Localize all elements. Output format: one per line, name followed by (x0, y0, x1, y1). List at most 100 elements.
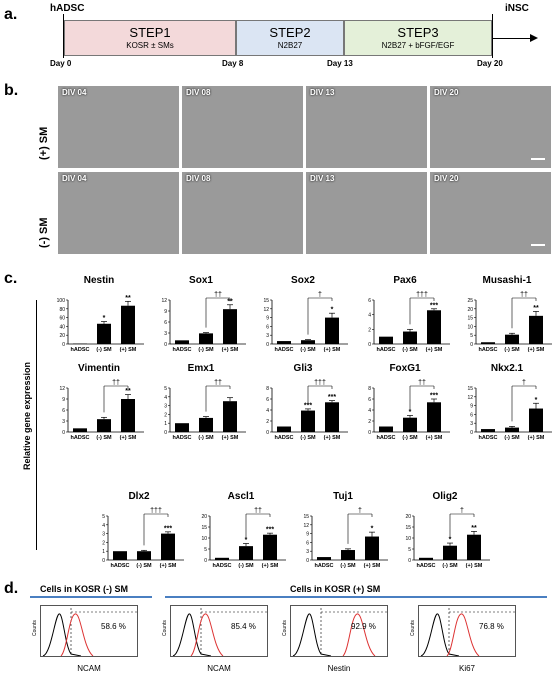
bar-(-) SM (239, 546, 253, 560)
dagger-significance: † (460, 508, 464, 515)
counts-label: Counts (410, 620, 416, 636)
y-tick-label: 12 (303, 523, 309, 529)
timeline-start-tick (63, 14, 64, 58)
y-tick-label: 6 (470, 412, 473, 418)
x-tick-label: (-) SM (340, 563, 356, 569)
bar-chart-svg: 0 3 6 9 12 15 hADSC (-) SM * (+) SM † (303, 508, 388, 569)
y-tick-label: 10 (405, 536, 411, 542)
x-tick-label: (+) SM (262, 563, 279, 569)
x-tick-label: hADSC (71, 435, 90, 441)
scale-bar (531, 158, 545, 160)
marker-label: NCAM (77, 664, 101, 673)
dagger-significance: †† (214, 292, 222, 299)
significance-stars: ** (125, 295, 131, 302)
y-tick-label: 20 (59, 333, 65, 339)
y-tick-label: 9 (266, 316, 269, 322)
y-tick-label: 2 (164, 412, 167, 418)
bar-(+) SM (427, 402, 441, 432)
flow-histogram-nestin-2: 92.9 % Nestin Counts (282, 605, 388, 673)
y-tick-label: 5 (470, 333, 473, 339)
x-tick-label: (-) SM (198, 347, 214, 353)
x-tick-label: (-) SM (504, 435, 520, 441)
micrograph-label: DIV 04 (62, 88, 87, 97)
y-tick-label: 0 (368, 430, 371, 436)
chart-title: Olig2 (432, 491, 458, 502)
bar-(+) SM (121, 305, 135, 344)
bar-(+) SM (467, 534, 481, 560)
x-tick-label: (-) SM (198, 435, 214, 441)
chart-title: FoxG1 (389, 363, 421, 374)
chart-title: Nkx2.1 (490, 363, 524, 374)
dagger-significance: † (318, 292, 322, 299)
x-tick-label: (+) SM (160, 563, 177, 569)
bar-chart-svg: 0 5 10 15 20 hADSC * (-) SM ** (+) SM † (405, 508, 490, 569)
bar-(-) SM (199, 333, 213, 344)
bar-(+) SM (325, 402, 339, 432)
dagger-significance: ††† (314, 380, 326, 387)
x-tick-label: (+) SM (364, 563, 381, 569)
day-label-0: Day 0 (50, 59, 72, 68)
y-tick-label: 0 (164, 342, 167, 348)
bar-(+) SM (529, 315, 543, 344)
y-tick-label: 15 (201, 525, 207, 531)
y-tick-label: 0 (266, 342, 269, 348)
y-tick-label: 15 (467, 316, 473, 322)
dagger-significance: † (522, 380, 526, 387)
x-tick-label: (+) SM (528, 435, 545, 441)
x-tick-label: hADSC (173, 347, 192, 353)
y-tick-label: 9 (62, 397, 65, 403)
flow-histogram-ki67-3: 76.8 % Ki67 Counts (410, 605, 516, 673)
y-tick-label: 3 (164, 404, 167, 410)
chart-title: Vimentin (77, 363, 121, 374)
dagger-significance: †† (520, 292, 528, 299)
bar-chart-svg: 0 3 6 9 12 hADSC (-) SM ** (+) SM †† (161, 292, 246, 353)
y-tick-label: 100 (57, 298, 66, 304)
panel-label-a: a. (4, 6, 18, 23)
significance-stars: * (449, 537, 452, 544)
significance-stars: ** (227, 298, 233, 305)
bar-hADSC (113, 551, 127, 560)
y-tick-label: 3 (470, 421, 473, 427)
bar-hADSC (419, 557, 433, 560)
y-tick-label: 2 (368, 327, 371, 333)
micrograph-label: DIV 04 (62, 174, 87, 183)
bar-chart-svg: 0 20 40 60 80 100 hADSC * (-) SM ** (+) SM (57, 295, 144, 353)
y-tick-label: 2 (266, 419, 269, 425)
bar-chart-svg: 0 2 4 6 8 hADSC * (-) SM *** (+) SM †† (368, 380, 450, 441)
y-tick-label: 1 (102, 549, 105, 555)
x-tick-label: (-) SM (442, 563, 458, 569)
dagger-significance: †† (418, 380, 426, 387)
step3-subtitle: N2B27 + bFGF/EGF (381, 41, 455, 50)
micrograph-label: DIV 08 (186, 88, 211, 97)
histogram-svg (420, 608, 515, 657)
y-tick-label: 15 (263, 298, 269, 304)
bar-(-) SM (403, 331, 417, 344)
y-tick-label: 0 (164, 430, 167, 436)
bar-chart-svg: 0 1 2 3 4 5 hADSC (-) SM *** (+) SM ††† (102, 508, 184, 569)
micrograph-plus-div08: DIV 08 (182, 86, 303, 168)
dagger-significance: †† (214, 380, 222, 387)
dagger-significance: ††† (416, 292, 428, 299)
step3-title: STEP3 (397, 25, 439, 40)
dagger-significance: † (358, 508, 362, 515)
y-tick-label: 12 (161, 298, 167, 304)
x-tick-label: hADSC (275, 435, 294, 441)
y-tick-label: 6 (306, 540, 309, 546)
y-tick-label: 9 (306, 532, 309, 538)
step2-subtitle: N2B27 (277, 41, 303, 50)
y-tick-label: 3 (266, 333, 269, 339)
x-tick-label: (+) SM (222, 435, 239, 441)
significance-stars: *** (266, 527, 274, 534)
y-tick-label: 10 (467, 324, 473, 330)
micrograph-minus-div20: DIV 20 (430, 172, 551, 254)
x-tick-label: (+) SM (426, 435, 443, 441)
significance-stars: * (103, 315, 106, 322)
bar-(-) SM (137, 551, 151, 560)
bar-hADSC (379, 336, 393, 344)
y-tick-label: 4 (102, 523, 105, 529)
y-tick-label: 5 (408, 547, 411, 553)
step3-box: STEP3 N2B27 + bFGF/EGF (344, 20, 492, 56)
marker-label: Ki67 (458, 664, 475, 673)
y-tick-label: 8 (368, 386, 371, 392)
bar-chart-svg: 0 3 6 9 12 15 hADSC (-) SM * (+) SM † (263, 292, 348, 353)
